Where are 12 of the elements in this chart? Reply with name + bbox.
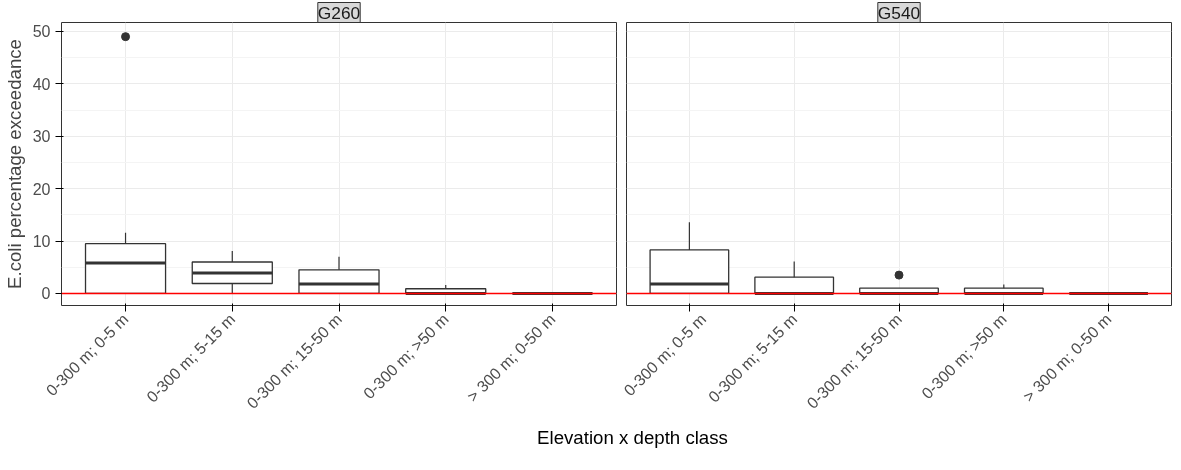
- y-axis-title: E.coli percentage exceedance: [3, 39, 25, 289]
- x-axis-title: Elevation x depth class: [537, 426, 728, 450]
- y-tick-label: 20: [32, 180, 51, 198]
- chart-title: G540: [877, 2, 921, 23]
- chart-title: G260: [317, 2, 361, 23]
- y-tick-label: 40: [32, 75, 51, 93]
- x-tick-label: > 300 m; 0-50 m: [463, 310, 559, 406]
- y-tick-label: 0: [41, 285, 51, 303]
- y-tick-label: 50: [32, 23, 51, 41]
- x-tick-label: > 300 m; 0-50 m: [1019, 310, 1115, 406]
- y-tick-label: 10: [32, 233, 51, 251]
- y-tick-label: 30: [32, 128, 51, 146]
